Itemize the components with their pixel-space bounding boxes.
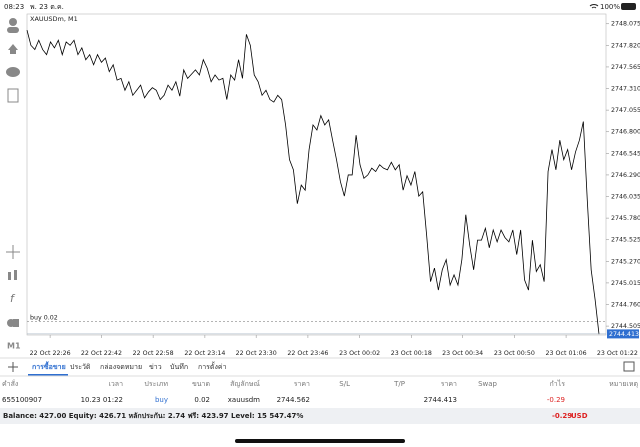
current-price-box xyxy=(607,329,639,339)
y-tick-label: 2746.290 xyxy=(611,172,640,179)
cell-symbol: xauusdm xyxy=(228,396,260,404)
new-icon[interactable] xyxy=(7,88,19,103)
y-tick-label: 2747.565 xyxy=(611,64,640,71)
column-header: ราคา xyxy=(294,380,310,388)
column-header: T/P xyxy=(393,380,405,388)
positions-table: คำสั่ง เวลา ประเภท ขนาด สัญลักษณ์ ราคา S/L T/P ร… xyxy=(2,379,638,404)
y-tick-label: 2744.505 xyxy=(611,323,640,330)
x-tick-label: 22 Oct 22:42 xyxy=(81,350,122,357)
candle-icon[interactable] xyxy=(8,272,11,280)
home-indicator xyxy=(235,439,405,443)
column-header: ประเภท xyxy=(144,380,168,388)
x-tick-label: 23 Oct 00:02 xyxy=(339,350,380,357)
current-price-label: 2744.413 xyxy=(609,331,639,338)
wifi-icon xyxy=(589,4,599,9)
account-summary: Balance: 427.00 Equity: 426.71 หลักประกั… xyxy=(3,412,303,420)
cell-order: 655100907 xyxy=(2,396,42,404)
position-label: buy 0.02 xyxy=(30,314,58,321)
status-date: พ. 23 ต.ค. xyxy=(30,3,64,11)
tab-underline xyxy=(28,374,68,376)
toolbar: f xyxy=(6,18,20,327)
battery-icon xyxy=(621,3,636,10)
cell-price: 2744.413 xyxy=(424,396,457,404)
layout-button[interactable] xyxy=(623,361,635,372)
y-tick-label: 2745.780 xyxy=(611,215,640,222)
tab[interactable]: กล่องจดหมาย xyxy=(100,363,142,371)
x-tick-label: 22 Oct 22:26 xyxy=(30,350,71,357)
x-tick-label: 22 Oct 22:58 xyxy=(133,350,174,357)
tab[interactable]: การตั้งค่า xyxy=(198,360,227,371)
column-header: เวลา xyxy=(108,380,123,388)
cell-type: buy xyxy=(155,396,168,404)
column-header: คำสั่ง xyxy=(2,379,18,388)
column-header: สัญลักษณ์ xyxy=(230,380,260,388)
add-button[interactable] xyxy=(8,362,18,372)
column-header: Swap xyxy=(478,380,497,388)
chart: 2748.075 2747.820 2747.565 2747.310 2747.055… xyxy=(26,21,640,357)
column-header: ขนาด xyxy=(192,380,210,388)
chart-title: XAUUSDm, M1 xyxy=(30,15,78,23)
y-tick-label: 2746.035 xyxy=(611,194,640,201)
objects-icon-2 xyxy=(13,319,19,327)
y-tick-label: 2745.015 xyxy=(611,280,640,287)
tabs: การซื้อขาย ประวัติ กล่องจดหมาย ข่าว บันทึก กา… xyxy=(28,360,227,376)
y-tick-label: 2746.800 xyxy=(611,129,640,136)
y-tick-label: 2744.760 xyxy=(611,302,640,309)
column-header: S/L xyxy=(339,380,350,388)
x-tick-label: 22 Oct 23:14 xyxy=(184,350,225,357)
tab[interactable]: การซื้อขาย xyxy=(32,360,66,371)
account-icon[interactable] xyxy=(9,18,17,26)
x-tick-label: 23 Oct 01:06 xyxy=(546,350,587,357)
y-tick-label: 2746.545 xyxy=(611,150,640,157)
x-tick-label: 23 Oct 00:50 xyxy=(494,350,535,357)
tab[interactable]: บันทึก xyxy=(170,362,188,371)
candle-icon-2 xyxy=(14,270,17,280)
chart-frame xyxy=(26,13,607,336)
x-tick-label: 23 Oct 01:22 xyxy=(597,350,638,357)
cell-profit: -0.29 xyxy=(547,396,565,404)
tab[interactable]: ประวัติ xyxy=(70,363,91,371)
trade-icon[interactable] xyxy=(8,44,18,54)
cell-size: 0.02 xyxy=(194,396,210,404)
account-icon-body xyxy=(7,27,19,33)
y-tick-label: 2745.525 xyxy=(611,237,640,244)
crosshair-icon[interactable] xyxy=(6,245,20,259)
footer-bg xyxy=(0,408,640,424)
column-header: หมายเหตุ xyxy=(609,380,638,388)
x-tick-label: 23 Oct 00:18 xyxy=(391,350,432,357)
x-tick-label: 22 Oct 23:30 xyxy=(236,350,277,357)
y-tick-label: 2747.820 xyxy=(611,42,640,49)
y-tick-label: 2745.270 xyxy=(611,258,640,265)
x-tick-label: 23 Oct 00:34 xyxy=(442,350,483,357)
cell-time: 10.23 01:22 xyxy=(81,396,123,404)
tab[interactable]: ข่าว xyxy=(149,363,162,371)
x-tick-label: 22 Oct 23:46 xyxy=(287,350,328,357)
chat-icon[interactable] xyxy=(6,67,20,77)
y-tick-label: 2747.055 xyxy=(611,107,640,114)
total-profit: -0.29 xyxy=(552,412,572,420)
cell-open-price: 2744.562 xyxy=(277,396,310,404)
status-time: 08:23 xyxy=(4,3,24,11)
battery-text: 100% xyxy=(600,3,620,11)
column-header: กำไร xyxy=(550,379,566,388)
timeframe-button[interactable]: M1 xyxy=(7,342,21,351)
column-header: ราคา xyxy=(441,380,457,388)
y-tick-label: 2747.310 xyxy=(611,86,640,93)
price-line xyxy=(26,29,600,335)
y-tick-label: 2748.075 xyxy=(611,21,640,28)
indicator-icon[interactable]: f xyxy=(10,292,16,305)
currency: USD xyxy=(571,412,588,420)
